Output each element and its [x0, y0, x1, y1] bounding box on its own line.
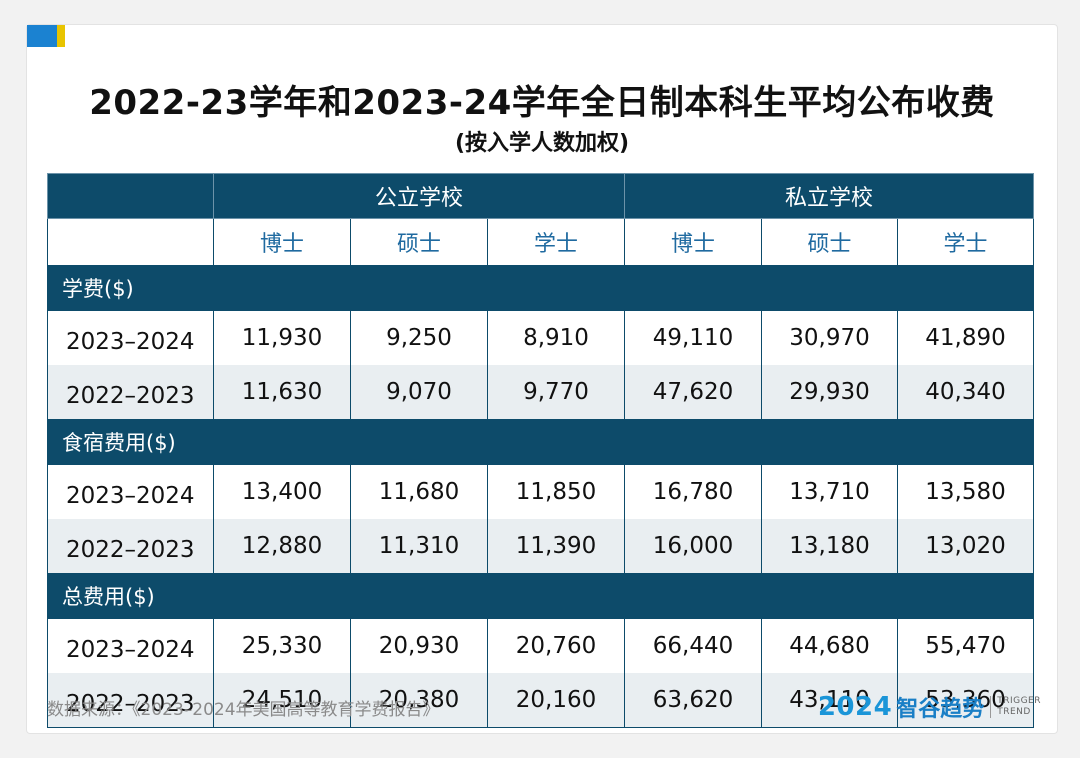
table-cell: 20,930 — [350, 618, 488, 673]
table-cell: 24,510 — [213, 673, 351, 728]
table-row: 2022–2023 11,630 9,070 9,770 47,620 29,9… — [47, 365, 1034, 420]
report-card: 2022-23学年和2023-24学年全日制本科生平均公布收费 (按入学人数加权… — [26, 24, 1058, 734]
year-label: 2022–2023 — [47, 365, 214, 420]
brand-english: TRIGGER TREND — [997, 696, 1041, 718]
page-subtitle: (按入学人数加权) — [454, 131, 630, 156]
table-cell: 16,000 — [624, 519, 762, 574]
table-cell: 9,070 — [350, 365, 488, 420]
year-label: 2023–2024 — [47, 618, 214, 673]
data-source-note: 数据来源：《2023–2024年美国高等教育学费报告》 — [47, 700, 440, 720]
header-degree: 硕士 — [350, 218, 488, 266]
table-cell: 53,360 — [897, 673, 1034, 728]
table-cell: 9,250 — [350, 310, 488, 365]
brand-english-line: TRIGGER — [997, 696, 1041, 706]
brand-divider — [990, 696, 992, 718]
fee-table: 公立学校 私立学校 博士 硕士 学士 博士 硕士 学士 学费($) 2023–2… — [47, 173, 1034, 728]
brand-logo: 2024 智谷趋势 TRIGGER TREND — [818, 691, 1041, 723]
table-cell: 11,390 — [487, 519, 625, 574]
table-cell: 20,160 — [487, 673, 625, 728]
section-label: 食宿费用($) — [47, 419, 1034, 465]
table-cell: 13,180 — [761, 519, 898, 574]
brand-name: 智谷趋势 — [896, 697, 985, 722]
table-cell: 11,850 — [487, 464, 625, 519]
table-cell: 13,400 — [213, 464, 351, 519]
table-cell: 11,630 — [213, 365, 351, 420]
table-cell: 13,580 — [897, 464, 1034, 519]
table-cell: 63,620 — [624, 673, 762, 728]
section-label: 学费($) — [47, 265, 1034, 311]
header-empty-cell — [47, 218, 214, 266]
table-cell: 13,020 — [897, 519, 1034, 574]
table-cell: 44,680 — [761, 618, 898, 673]
table-row: 2022–2023 12,880 11,310 11,390 16,000 13… — [47, 519, 1034, 574]
header-row-school-type: 公立学校 私立学校 — [47, 173, 1034, 219]
table-row: 2023–2024 11,930 9,250 8,910 49,110 30,9… — [47, 310, 1034, 365]
brand-year: 2024 — [817, 692, 893, 722]
table-cell: 13,710 — [761, 464, 898, 519]
header-degree: 学士 — [487, 218, 625, 266]
section-row-room-board: 食宿费用($) — [47, 419, 1034, 465]
table-cell: 20,760 — [487, 618, 625, 673]
table-cell: 16,780 — [624, 464, 762, 519]
header-empty-cell — [47, 173, 214, 219]
table-cell: 25,330 — [213, 618, 351, 673]
table-cell: 41,890 — [897, 310, 1034, 365]
corner-yellow-block — [57, 25, 65, 47]
table-cell: 43,110 — [761, 673, 898, 728]
corner-accent — [27, 25, 65, 47]
header-degree: 学士 — [897, 218, 1034, 266]
year-label: 2023–2024 — [47, 310, 214, 365]
table-cell: 49,110 — [624, 310, 762, 365]
table-row: 2023–2024 25,330 20,930 20,760 66,440 44… — [47, 618, 1034, 673]
section-row-total: 总费用($) — [47, 573, 1034, 619]
year-label: 2022–2023 — [47, 673, 214, 728]
header-degree: 博士 — [213, 218, 351, 266]
table-row: 2022–2023 24,510 20,380 20,160 63,620 43… — [47, 673, 1034, 728]
header-private-school: 私立学校 — [624, 173, 1034, 219]
table-cell: 20,380 — [350, 673, 488, 728]
table-cell: 11,680 — [350, 464, 488, 519]
year-label: 2023–2024 — [47, 464, 214, 519]
brand-english-line: TREND — [997, 707, 1031, 717]
table-cell: 11,310 — [350, 519, 488, 574]
table-cell: 29,930 — [761, 365, 898, 420]
table-cell: 8,910 — [487, 310, 625, 365]
header-degree: 硕士 — [761, 218, 898, 266]
year-label: 2022–2023 — [47, 519, 214, 574]
table-cell: 47,620 — [624, 365, 762, 420]
header-degree: 博士 — [624, 218, 762, 266]
table-cell: 12,880 — [213, 519, 351, 574]
header-public-school: 公立学校 — [213, 173, 625, 219]
table-cell: 40,340 — [897, 365, 1034, 420]
table-cell: 55,470 — [897, 618, 1034, 673]
header-row-degree: 博士 硕士 学士 博士 硕士 学士 — [47, 218, 1034, 266]
table-row: 2023–2024 13,400 11,680 11,850 16,780 13… — [47, 464, 1034, 519]
table-cell: 9,770 — [487, 365, 625, 420]
page-title: 2022-23学年和2023-24学年全日制本科生平均公布收费 — [89, 83, 995, 123]
table-cell: 11,930 — [213, 310, 351, 365]
section-row-tuition: 学费($) — [47, 265, 1034, 311]
corner-blue-block — [27, 25, 57, 47]
table-cell: 66,440 — [624, 618, 762, 673]
section-label: 总费用($) — [47, 573, 1034, 619]
table-cell: 30,970 — [761, 310, 898, 365]
